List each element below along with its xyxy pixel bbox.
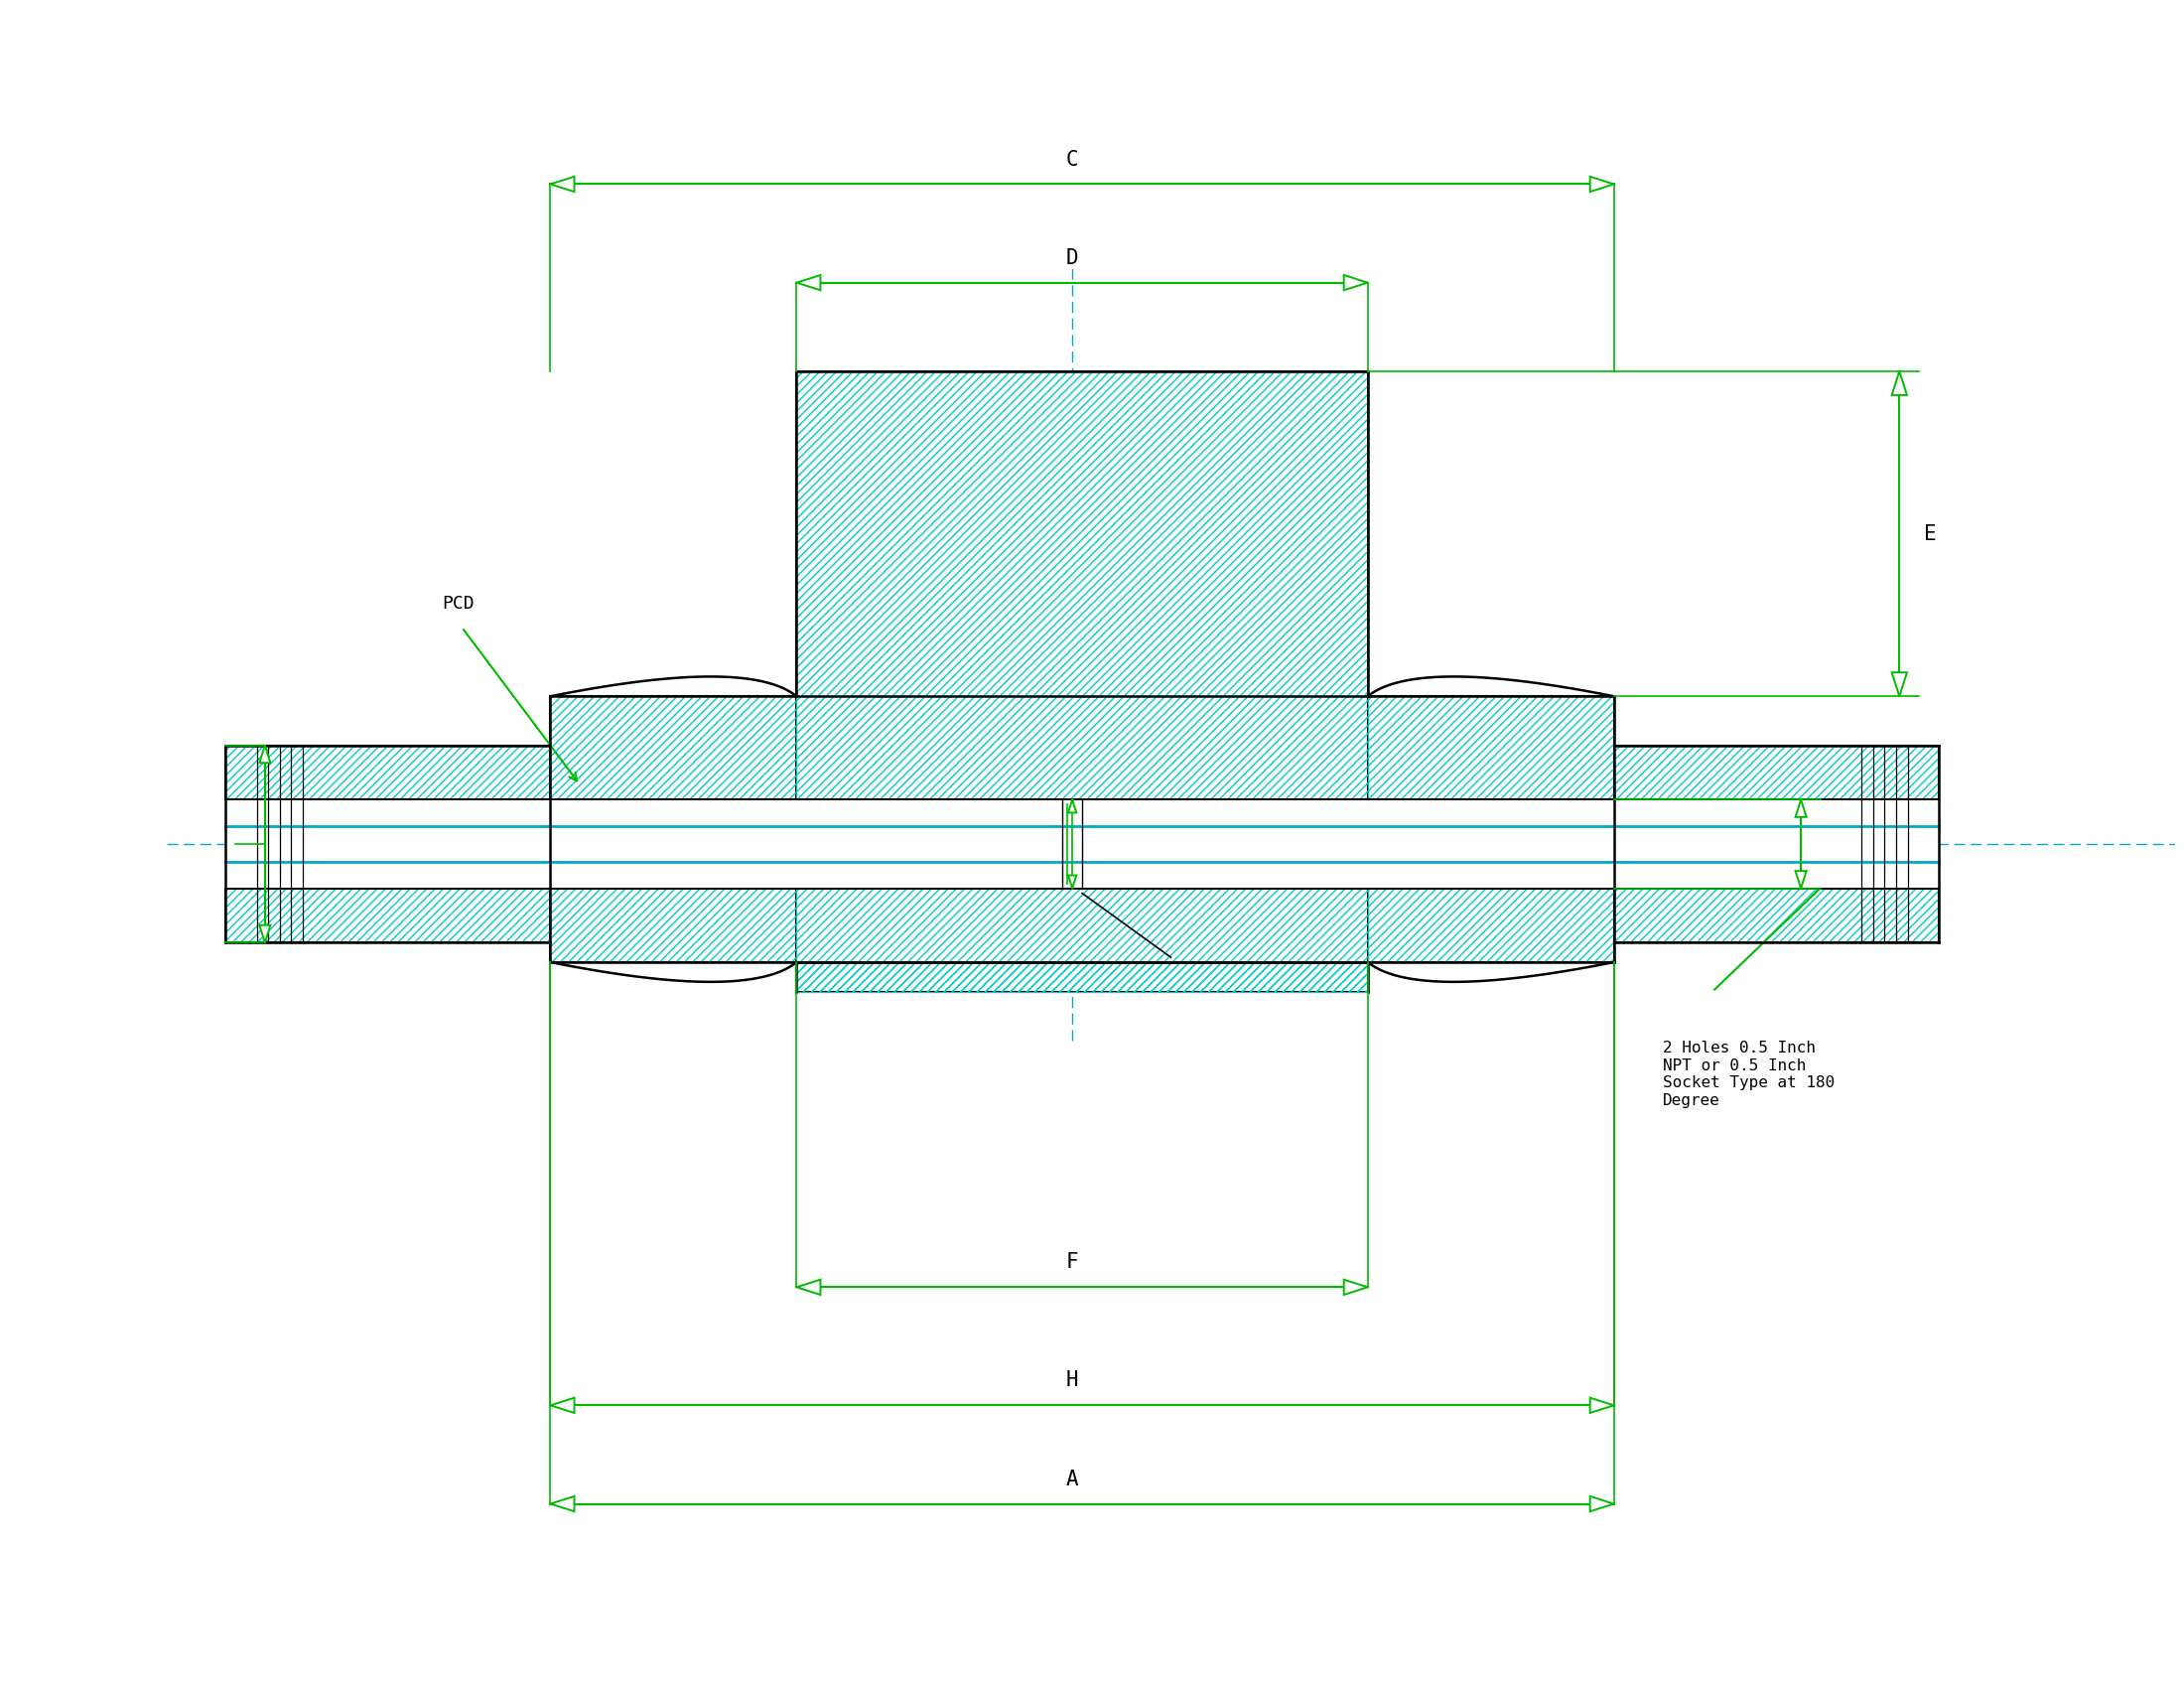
Polygon shape bbox=[797, 275, 821, 290]
Text: E: E bbox=[1924, 523, 1937, 544]
Polygon shape bbox=[1590, 1496, 1614, 1511]
Text: G: G bbox=[234, 834, 245, 854]
Bar bbox=[1367, 888, 1614, 962]
Bar bbox=[797, 888, 1367, 993]
Text: PCD: PCD bbox=[441, 594, 474, 613]
Text: B: B bbox=[1826, 834, 1839, 854]
Bar bbox=[797, 371, 1367, 800]
Polygon shape bbox=[1343, 1280, 1367, 1295]
Bar bbox=[225, 888, 550, 942]
Text: D: D bbox=[1066, 248, 1079, 268]
Bar bbox=[550, 695, 797, 800]
Bar bbox=[1614, 888, 1939, 942]
Polygon shape bbox=[1891, 672, 1907, 695]
Bar bbox=[550, 888, 797, 962]
Bar bbox=[797, 962, 1367, 993]
Bar bbox=[1614, 746, 1939, 800]
Polygon shape bbox=[550, 1496, 574, 1511]
Text: A: A bbox=[1066, 1469, 1079, 1489]
Bar bbox=[1367, 888, 1614, 962]
Bar bbox=[797, 371, 1367, 800]
Bar bbox=[1614, 888, 1939, 942]
Polygon shape bbox=[260, 746, 271, 763]
Polygon shape bbox=[1590, 1398, 1614, 1413]
Polygon shape bbox=[1891, 371, 1907, 395]
Polygon shape bbox=[1590, 177, 1614, 192]
Bar bbox=[1367, 695, 1614, 800]
Bar bbox=[225, 888, 550, 942]
Bar bbox=[225, 746, 550, 800]
Polygon shape bbox=[1343, 275, 1367, 290]
Polygon shape bbox=[550, 177, 574, 192]
Text: H: H bbox=[1066, 1371, 1079, 1391]
Bar bbox=[1367, 695, 1614, 800]
Bar bbox=[550, 888, 797, 962]
Polygon shape bbox=[260, 925, 271, 942]
Text: 2 Holes 0.5 Inch
NPT or 0.5 Inch
Socket Type at 180
Degree: 2 Holes 0.5 Inch NPT or 0.5 Inch Socket … bbox=[1662, 1041, 1835, 1107]
Polygon shape bbox=[1068, 800, 1077, 812]
Bar bbox=[550, 695, 797, 800]
Text: C: C bbox=[1066, 150, 1079, 169]
Polygon shape bbox=[550, 1398, 574, 1413]
Bar bbox=[1614, 746, 1939, 800]
Text: F: F bbox=[1066, 1252, 1079, 1273]
Bar bbox=[797, 888, 1367, 993]
Polygon shape bbox=[1795, 871, 1806, 888]
Bar bbox=[797, 962, 1367, 993]
Bar bbox=[225, 800, 1939, 888]
Polygon shape bbox=[1068, 876, 1077, 888]
Polygon shape bbox=[1795, 800, 1806, 817]
Polygon shape bbox=[797, 1280, 821, 1295]
Bar bbox=[225, 746, 550, 800]
